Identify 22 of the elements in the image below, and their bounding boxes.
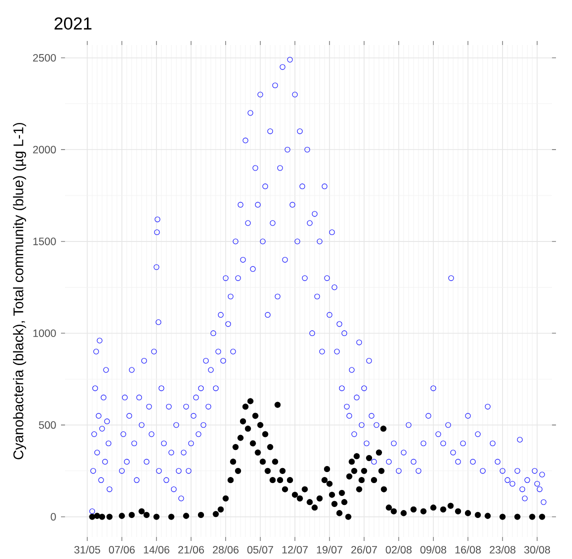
x-tick-label: 30/08 (524, 546, 550, 554)
x-tick-label: 31/05 (74, 546, 100, 554)
y-tick-label: 2500 (33, 54, 56, 62)
y-tick-label: 500 (38, 421, 56, 429)
y-tick-label: 2000 (33, 146, 56, 154)
x-tick-label: 23/08 (490, 546, 516, 554)
x-tick-label: 09/08 (420, 546, 446, 554)
chart-title: 2021 (54, 17, 92, 30)
x-tick-label: 21/06 (178, 546, 204, 554)
x-tick-label: 19/07 (316, 546, 342, 554)
x-tick-label: 07/06 (108, 546, 135, 554)
y-tick-label: 1500 (33, 238, 56, 246)
x-tick-label: 28/06 (212, 546, 239, 554)
y-tick-label: 1000 (33, 329, 56, 337)
x-tick-label: 02/08 (386, 546, 412, 554)
x-tick-label: 14/06 (144, 546, 170, 554)
x-tick-label: 05/07 (247, 546, 274, 554)
x-tick-label: 12/07 (282, 546, 308, 554)
y-axis-title: Cyanobacteria (black), Total community (blue) (µg L-1) (13, 122, 26, 460)
x-tick-label: 16/08 (455, 546, 481, 554)
y-tick-label: 0 (50, 513, 56, 521)
x-tick-label: 26/07 (351, 546, 377, 554)
